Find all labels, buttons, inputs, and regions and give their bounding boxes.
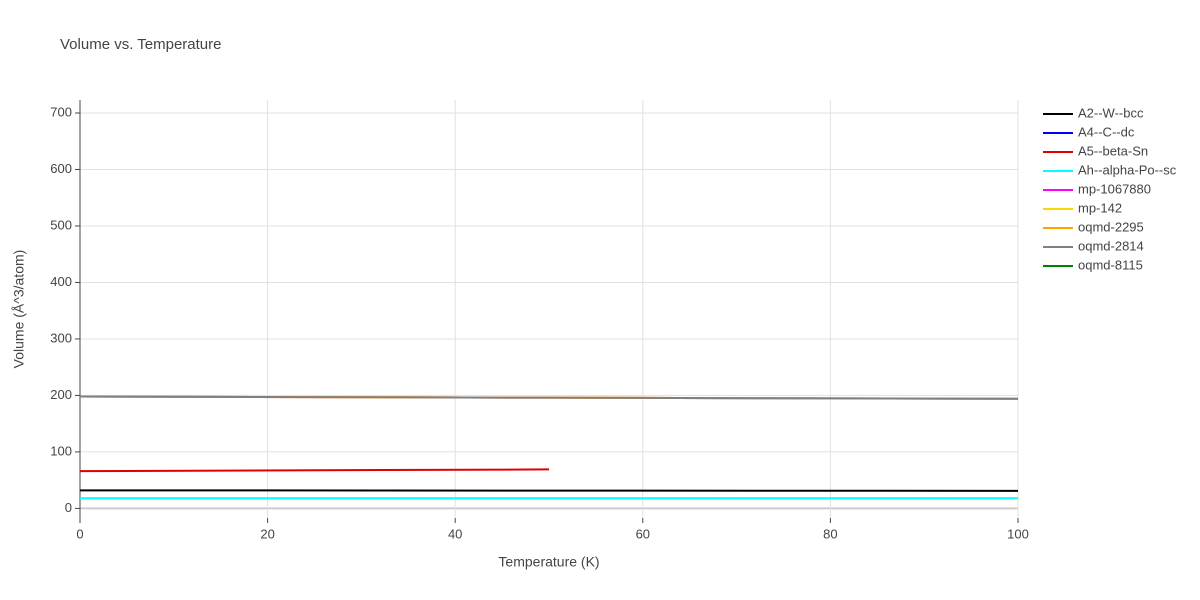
y-tick-label: 400	[50, 274, 72, 289]
series-line	[79, 395, 1019, 400]
x-tick-label: 20	[260, 526, 274, 541]
legend-label: oqmd-2814	[1078, 238, 1144, 253]
legend-label: A4--C--dc	[1078, 124, 1135, 139]
x-tick-label: 40	[448, 526, 462, 541]
legend-label: oqmd-8115	[1078, 257, 1143, 272]
legend-label: mp-142	[1078, 200, 1122, 215]
x-tick-label: 100	[1007, 526, 1029, 541]
x-tick-label: 60	[636, 526, 650, 541]
chart-title: Volume vs. Temperature	[60, 36, 221, 53]
y-tick-label: 0	[65, 500, 72, 515]
y-axis-label: Volume (Å^3/atom)	[11, 250, 27, 369]
legend-label: oqmd-2295	[1078, 219, 1144, 234]
series-line	[79, 489, 1019, 492]
x-tick-label: 80	[823, 526, 837, 541]
y-tick-label: 600	[50, 161, 72, 176]
legend-label: Ah--alpha-Po--sc	[1078, 162, 1177, 177]
x-axis-label: Temperature (K)	[498, 554, 599, 570]
y-tick-label: 300	[50, 330, 72, 345]
y-tick-label: 500	[50, 217, 72, 232]
y-tick-label: 100	[50, 443, 72, 458]
x-tick-label: 0	[76, 526, 83, 541]
y-tick-label: 200	[50, 387, 72, 402]
y-tick-label: 700	[50, 104, 72, 119]
legend-label: mp-1067880	[1078, 181, 1151, 196]
legend-label: A5--beta-Sn	[1078, 143, 1148, 158]
legend-label: A2--W--bcc	[1078, 105, 1144, 120]
series-line	[79, 468, 550, 473]
